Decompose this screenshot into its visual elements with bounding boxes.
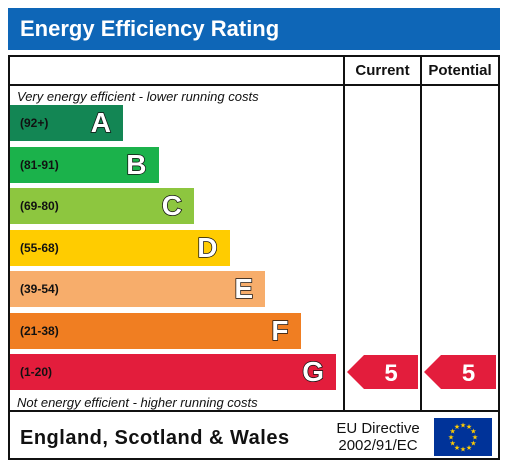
eu-star-icon: ★: [460, 446, 466, 454]
band-range-label: (92+): [20, 116, 49, 130]
eu-star-icon: ★: [470, 428, 476, 436]
band-letter: D: [197, 231, 219, 264]
footer-divider: [10, 410, 498, 412]
band-range-label: (81-91): [20, 157, 59, 172]
divider-potential: [420, 57, 422, 412]
eu-star-icon: ★: [470, 440, 476, 448]
eu-star-icon: ★: [449, 428, 455, 436]
band-range-label: (1-20): [20, 365, 53, 379]
band-letter: A: [90, 106, 112, 139]
band-g: (1-20) G: [10, 354, 336, 390]
band-range-label: (21-38): [20, 323, 59, 338]
eu-star-icon: ★: [449, 440, 455, 448]
eu-directive-line2: 2002/91/EC: [338, 437, 418, 454]
band-a: (92+) A: [10, 105, 123, 141]
eu-directive-label: EU Directive 2002/91/EC: [326, 420, 430, 454]
potential-rating-arrow: 5: [424, 355, 496, 389]
band-letter: E: [234, 272, 254, 305]
potential-column-header: Potential: [428, 62, 492, 79]
band-letter: B: [126, 148, 148, 181]
band-range-label: (55-68): [20, 240, 59, 255]
country-label: England, Scotland & Wales: [20, 427, 290, 449]
eu-star-icon: ★: [466, 444, 472, 452]
header-divider: [10, 84, 498, 86]
band-letter: C: [161, 189, 183, 222]
current-rating-arrow: 5: [347, 355, 418, 389]
chart-title: Energy Efficiency Rating: [8, 8, 500, 50]
eu-directive-line1: EU Directive: [336, 420, 420, 437]
band-e: (39-54) E: [10, 271, 265, 307]
band-letter: F: [271, 314, 290, 347]
eu-star-icon: ★: [454, 423, 460, 431]
band-b: (81-91) B: [10, 146, 159, 183]
eu-star-icon: ★: [472, 434, 478, 442]
eu-star-icon: ★: [460, 422, 466, 430]
potential-rating-arrow-value: 5: [462, 360, 475, 387]
current-column-header: Current: [355, 62, 410, 79]
band-letter: G: [301, 355, 324, 388]
divider-current: [343, 57, 345, 412]
rating-table: Current Potential Very energy efficient …: [8, 55, 500, 460]
eu-stars-icon: ★ ★★★★★★★★★★★: [448, 422, 478, 454]
band-d: (55-68) D: [10, 229, 230, 266]
band-f: (21-38) F: [10, 312, 301, 349]
band-c: (69-80) C: [10, 188, 194, 224]
current-rating-arrow-value: 5: [384, 360, 397, 387]
inefficient-note: Not energy efficient - higher running co…: [17, 395, 258, 410]
eu-star-icon: ★: [448, 434, 454, 442]
eu-star-icon: ★: [454, 444, 460, 452]
eu-star-icon: ★: [466, 423, 472, 431]
band-range-label: (69-80): [20, 199, 59, 213]
efficient-note: Very energy efficient - lower running co…: [17, 89, 259, 104]
eu-flag-icon: ★ ★ ★ ★ ★ ★ ★ ★ ★ ★ ★ ★: [434, 418, 492, 456]
band-range-label: (39-54): [20, 282, 59, 296]
current-rating-arrow-shape: [347, 355, 418, 389]
potential-rating-arrow-shape: [424, 355, 496, 389]
